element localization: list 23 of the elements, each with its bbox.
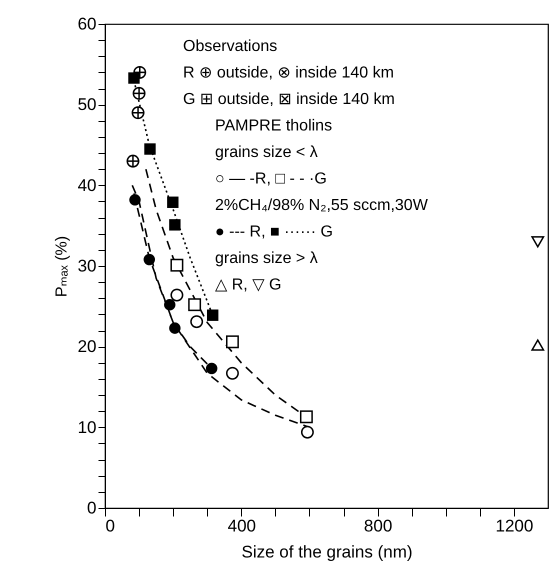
annotation: Observations [183,38,278,55]
x-tick-label: 1200 [496,516,534,536]
y-tick-label: 40 [78,176,96,195]
y-tick-label: 10 [78,418,96,437]
y-tick-label: 50 [78,95,96,114]
y-tick-label: 30 [78,256,96,276]
annotation: G ⊞ outside, ⊠ inside 140 km [183,91,395,108]
y-tick-label: 0 [87,498,96,518]
annotation: grains size < λ [215,144,318,161]
annotation: ● --- R, ■ ······ G [215,224,333,240]
x-tick-label: 800 [364,516,392,536]
annotation: △ R, ▽ G [215,276,282,294]
annotation: 2%CH₄/98% N₂,55 sccm,30W [215,197,429,214]
x-tick-label: 400 [228,516,256,536]
annotation: grains size > λ [215,250,318,267]
annotation: ○ — -R, □ - - ·G [215,170,327,188]
x-tick-label: 0 [106,516,115,536]
annotation: PAMPRE tholins [215,118,332,134]
annotation: R ⊕ outside, ⊗ inside 140 km [183,64,394,82]
y-tick-label: 60 [78,14,96,34]
y-axis-title: Pₘₐₓ (%) [54,236,71,298]
x-axis-title: Size of the grains (nm) [241,542,413,562]
y-tick-label: 20 [78,337,96,356]
